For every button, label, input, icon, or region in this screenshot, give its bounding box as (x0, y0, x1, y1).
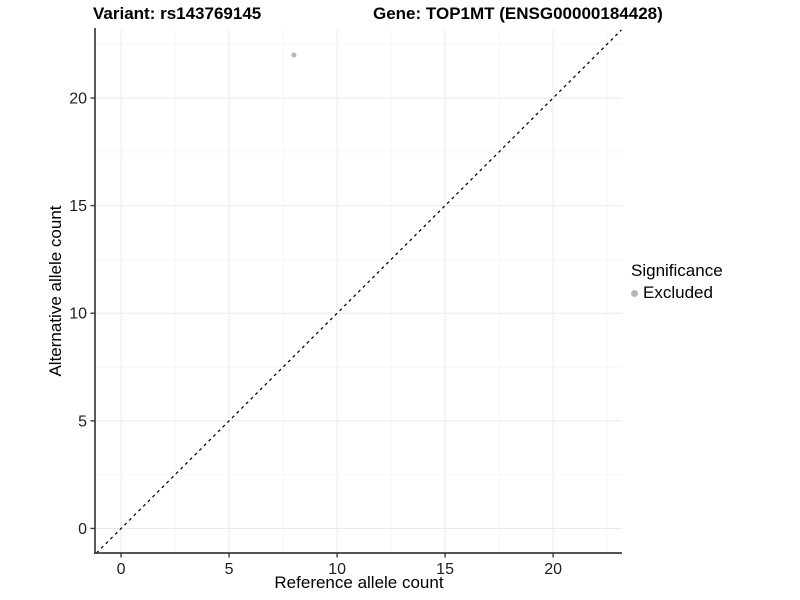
y-tick-label: 20 (69, 91, 87, 108)
legend-title: Significance (631, 261, 723, 280)
legend-item-excluded: Excluded (631, 283, 723, 303)
x-tick-label: 0 (117, 561, 126, 578)
variant-title: Variant: rs143769145 (93, 4, 262, 23)
data-point-excluded (291, 52, 297, 58)
identity-dashed-line (95, 29, 622, 554)
legend: Significance Excluded (631, 261, 723, 303)
legend-item-label: Excluded (643, 283, 713, 302)
y-tick-label: 10 (69, 306, 87, 323)
x-tick-label: 20 (544, 561, 562, 578)
x-tick-label: 10 (328, 561, 346, 578)
x-tick-label: 15 (436, 561, 454, 578)
y-tick-label: 15 (69, 198, 87, 215)
excluded-point-icon (631, 289, 638, 297)
plot-titles: Variant: rs143769145 Gene: TOP1MT (ENSG0… (0, 4, 800, 26)
y-tick-label: 0 (78, 521, 87, 538)
y-tick-label: 5 (78, 413, 87, 430)
x-tick-label: 5 (225, 561, 234, 578)
x-axis-title: Reference allele count (274, 573, 444, 592)
y-axis-title: Alternative allele count (46, 205, 65, 377)
gene-title: Gene: TOP1MT (ENSG00000184428) (373, 4, 663, 23)
